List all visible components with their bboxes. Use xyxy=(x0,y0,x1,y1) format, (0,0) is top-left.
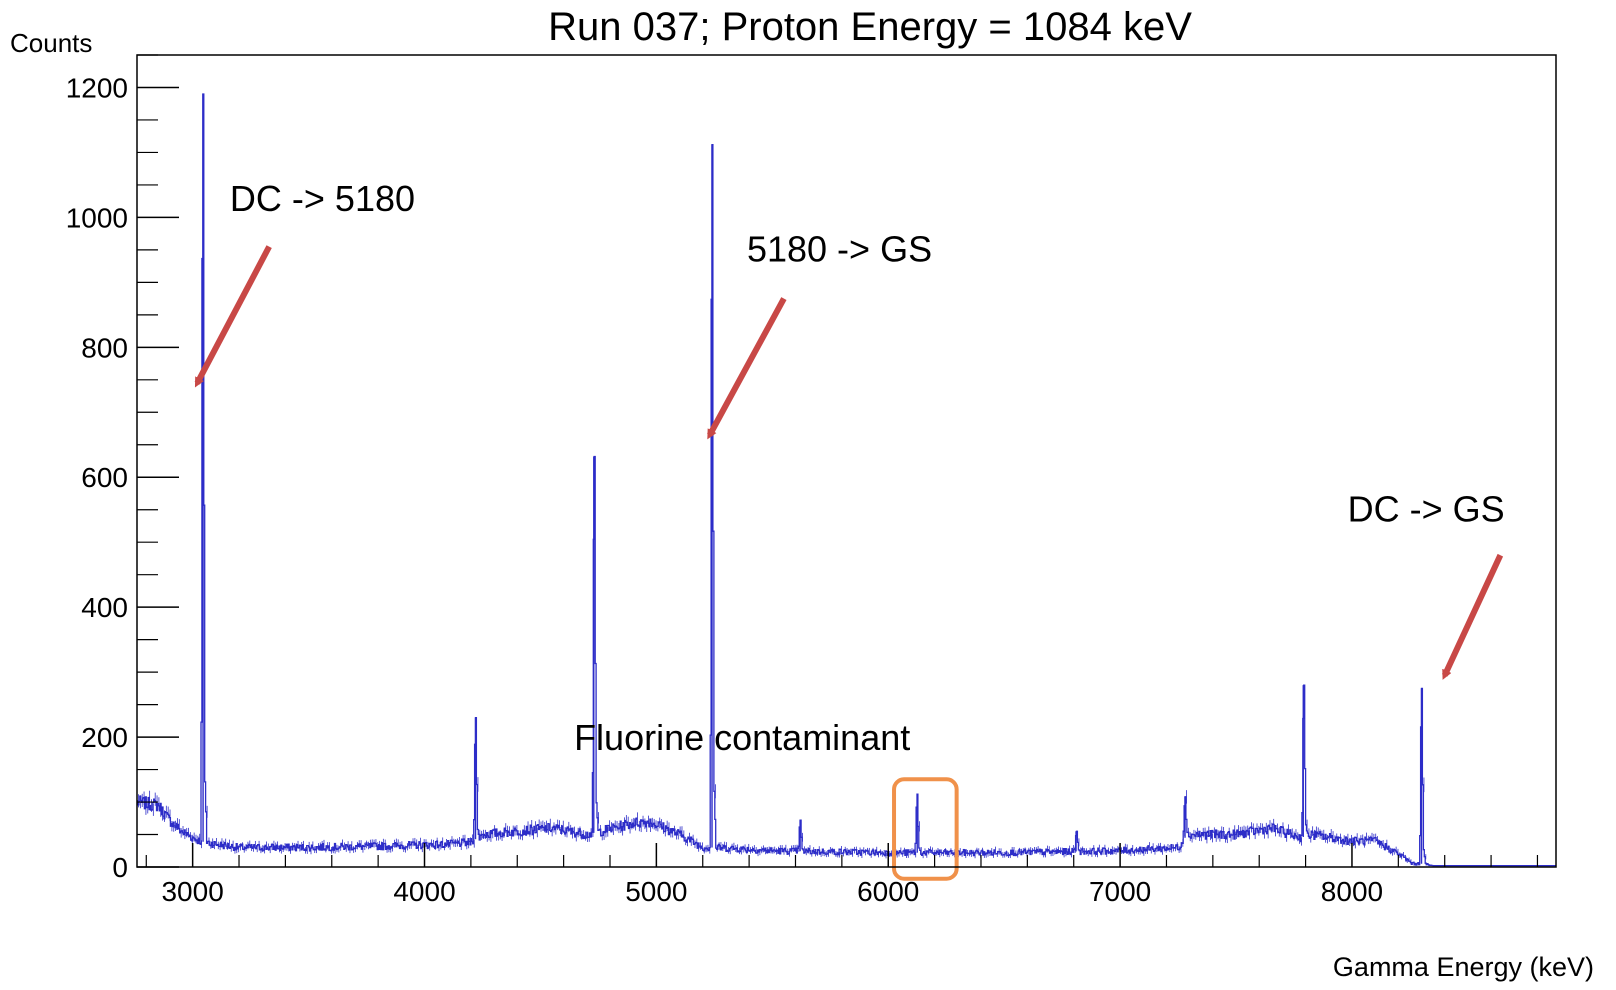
y-tick-label: 800 xyxy=(81,332,128,363)
annotation-arrow xyxy=(1441,553,1504,680)
x-tick-label: 7000 xyxy=(1089,876,1151,907)
y-tick-label: 1000 xyxy=(66,202,128,233)
x-tick-label: 6000 xyxy=(857,876,919,907)
plot-frame xyxy=(136,54,1557,868)
fluorine-highlight-box xyxy=(892,777,959,881)
chart-title: Run 037; Proton Energy = 1084 keV xyxy=(548,5,1192,49)
annotation-arrow xyxy=(194,245,272,388)
x-tick-label: 3000 xyxy=(161,876,223,907)
y-tick-label: 200 xyxy=(81,722,128,753)
x-tick-label: 4000 xyxy=(393,876,455,907)
y-axis-label: Counts xyxy=(10,28,92,58)
plot-area xyxy=(137,93,1556,867)
y-tick-label: 0 xyxy=(112,852,128,883)
annotation-label: 5180 -> GS xyxy=(747,229,932,270)
annotation-label: DC -> GS xyxy=(1348,488,1505,529)
y-tick-label: 1200 xyxy=(66,72,128,103)
annotation-label: Fluorine contaminant xyxy=(574,717,910,758)
y-tick-label: 600 xyxy=(81,462,128,493)
x-tick-label: 8000 xyxy=(1321,876,1383,907)
annotation-label: DC -> 5180 xyxy=(230,178,415,219)
annotations: DC -> 5180 5180 -> GS DC -> GS Fluorine con… xyxy=(194,178,1505,881)
y-tick-label: 400 xyxy=(81,592,128,623)
axis-ticks: 0 200 400 600 800 1000 1200 3000 4000 5000 6000 700… xyxy=(66,54,1539,907)
annotation-arrow xyxy=(707,297,787,440)
x-axis-label: Gamma Energy (keV) xyxy=(1333,952,1594,982)
x-tick-label: 5000 xyxy=(625,876,687,907)
